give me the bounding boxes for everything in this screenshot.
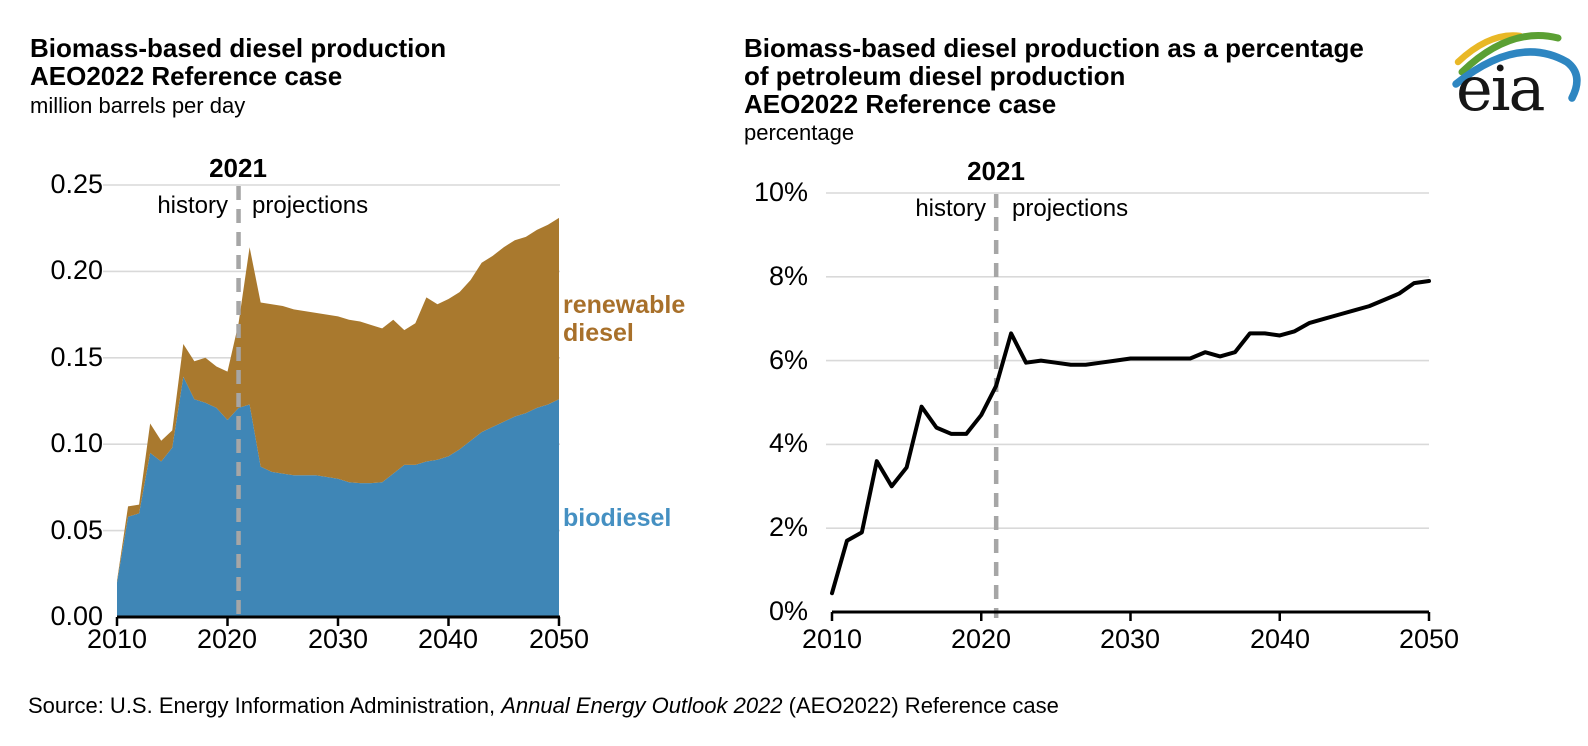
right-y-tick: 4% [768,428,808,458]
right-x-tick: 2020 [950,624,1012,654]
eia-logo-graphic: eia [1452,32,1581,125]
source-suffix: (AEO2022) Reference case [782,693,1059,718]
right-y-tick: 0% [768,596,808,626]
left-y-tick: 0.15 [50,342,103,372]
right-x-tick: 2050 [1398,624,1460,654]
right-x-tick: 2010 [801,624,863,654]
left-x-tick: 2010 [86,624,148,654]
left-chart-title-line1: Biomass-based diesel production [30,33,447,63]
left-x-tick: 2030 [307,624,369,654]
right-chart-title-line2: of petroleum diesel production [744,61,1126,91]
right-x-tick: 2030 [1099,624,1161,654]
right-x-tick: 2040 [1249,624,1311,654]
eia-logo-text: eia [1456,52,1545,120]
source-note: Source: U.S. Energy Information Administ… [28,693,1059,719]
eia-logo: eia [1452,22,1588,125]
eia-logo-blue-swoosh [1452,48,1581,102]
right-projections-label: projections [1012,195,1129,222]
left-y-tick: 0.10 [50,428,103,458]
right-chart-title-line1: Biomass-based diesel production as a per… [744,33,1364,63]
right-y-tick: 6% [768,345,808,375]
left-x-tick: 2020 [196,624,258,654]
renewable-diesel-area [117,217,559,583]
left-y-tick: 0.00 [50,601,103,631]
right-history-label: history [915,195,986,222]
right-chart-title-line3: AEO2022 Reference case [744,89,1057,119]
renewable-diesel-series-label-line2: diesel [563,319,634,347]
left-history-label: history [157,192,228,219]
eia-logo-green-swoosh [1458,32,1562,76]
percentage-line-series [830,278,1431,596]
left-x-tick: 2050 [528,624,590,654]
right-vline-year-label: 2021 [967,156,1025,186]
source-prefix: Source: U.S. Energy Information Administ… [28,693,502,718]
left-y-tick: 0.25 [50,169,103,199]
right-y-tick: 2% [768,512,808,542]
left-y-tick: 0.05 [50,515,103,545]
source-publication: Annual Energy Outlook 2022 [501,693,783,718]
left-y-tick: 0.20 [50,255,103,285]
left-projections-label: projections [252,192,369,219]
right-chart-unit-label: percentage [744,120,855,145]
left-chart-title-line2: AEO2022 Reference case [30,61,343,91]
left-chart-unit-label: million barrels per day [30,93,246,118]
right-y-tick: 8% [768,261,808,291]
left-x-tick: 2040 [417,624,479,654]
right-y-tick: 10% [753,177,808,207]
biodiesel-series-label: biodiesel [563,504,672,532]
renewable-diesel-series-label-line1: renewable [563,291,686,319]
biodiesel-area [117,376,559,617]
left-vline-year-label: 2021 [209,153,267,183]
